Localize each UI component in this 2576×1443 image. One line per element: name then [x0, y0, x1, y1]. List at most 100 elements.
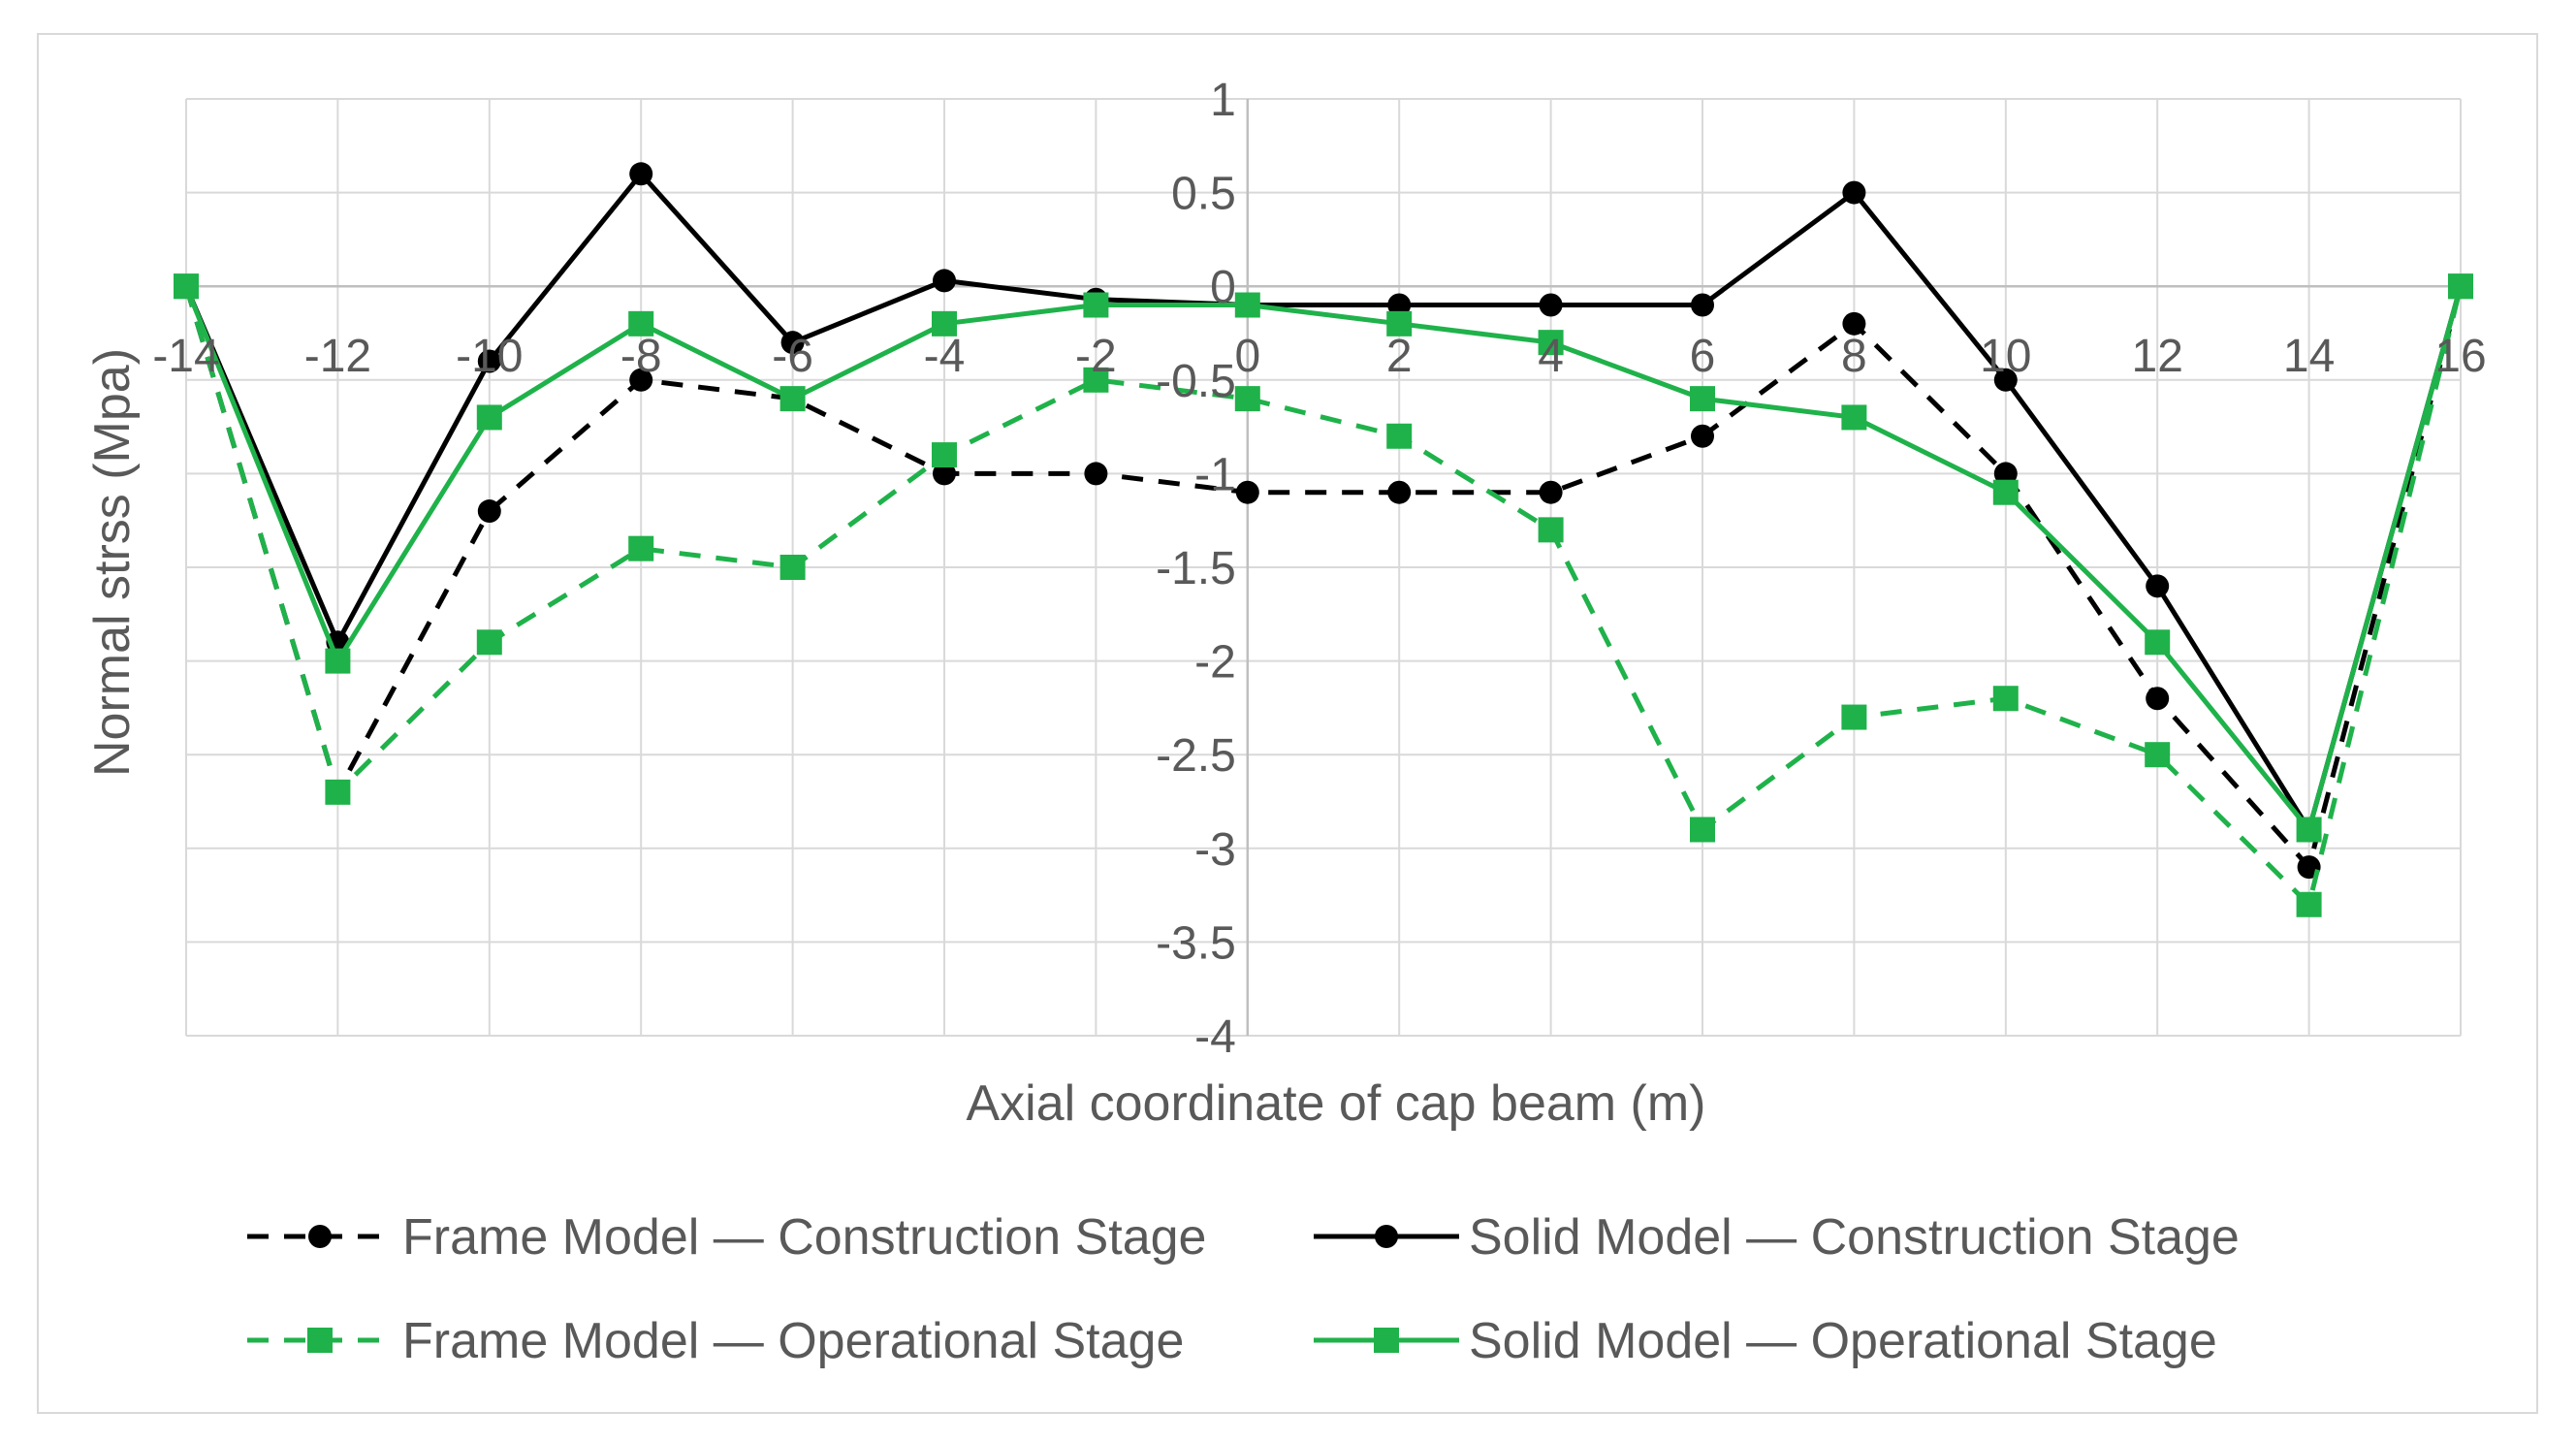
y-tick-label: -2.5 — [1156, 730, 1236, 782]
data-point — [1386, 310, 1413, 337]
x-tick-label: 8 — [1841, 331, 1867, 382]
data-point — [2296, 891, 2322, 917]
legend-label: Solid Model — Construction Stage — [1469, 1209, 2240, 1266]
data-point — [1235, 480, 1259, 504]
data-point — [628, 535, 654, 561]
series-line — [183, 285, 2464, 908]
data-point — [933, 269, 956, 293]
y-tick-label: 0.5 — [1171, 169, 1236, 220]
x-tick-label: -6 — [772, 331, 813, 382]
data-point — [1842, 311, 1866, 336]
legend: Frame Model — Construction Stage Solid Mo… — [247, 1209, 2240, 1369]
y-tick-label: 0 — [1210, 262, 1236, 313]
data-point — [1539, 293, 1563, 317]
legend-item-2: Solid Model — Construction Stage — [1314, 1209, 2240, 1266]
data-point — [476, 404, 502, 431]
x-tick-label: -14 — [152, 331, 219, 382]
data-point — [1387, 480, 1412, 504]
data-point — [1690, 386, 1715, 412]
data-point — [1992, 686, 2019, 712]
data-point — [780, 331, 805, 355]
y-tick-label: -1 — [1194, 449, 1236, 500]
tick-labels: -14 -12 -10 -8 -6 -4 -2 0 2 4 6 8 10 12 14 1610.50-0.5-… — [152, 75, 2486, 1063]
legend-item-1: Frame Model — Construction Stage — [247, 1209, 1206, 1266]
data-point — [2448, 273, 2473, 300]
data-point — [1538, 330, 1564, 356]
data-point — [933, 462, 956, 486]
data-point — [1083, 292, 1109, 318]
data-point — [1993, 368, 2018, 392]
x-axis-title: Axial coordinate of cap beam (m) — [966, 1075, 1705, 1132]
y-tick-label: -3.5 — [1156, 917, 1236, 969]
y-tick-label: -4 — [1194, 1011, 1236, 1063]
data-point — [1386, 423, 1413, 449]
data-point — [2146, 574, 2170, 598]
legend-label: Frame Model — Operational Stage — [402, 1313, 1184, 1369]
data-point — [628, 310, 654, 337]
series-line — [183, 285, 2464, 832]
data-point — [779, 386, 806, 412]
data-point — [1841, 404, 1867, 431]
series-group — [174, 162, 2473, 917]
data-point — [477, 499, 501, 524]
x-tick-label: -8 — [620, 331, 662, 382]
data-point — [1234, 386, 1260, 412]
x-tick-label: -4 — [924, 331, 966, 382]
y-tick-label: -0.5 — [1156, 356, 1236, 407]
y-tick-label: -2 — [1194, 637, 1236, 689]
data-point — [1992, 479, 2019, 505]
x-tick-label: -2 — [1075, 331, 1117, 382]
data-point — [325, 648, 351, 674]
data-point — [476, 629, 502, 656]
x-tick-label: -10 — [456, 331, 523, 382]
legend-marker — [307, 1328, 333, 1353]
data-point — [1538, 517, 1564, 543]
legend-item-3: Frame Model — Operational Stage — [247, 1313, 1184, 1369]
x-tick-label: 16 — [2434, 331, 2486, 382]
x-tick-label: 2 — [1386, 331, 1413, 382]
data-point — [932, 310, 957, 337]
y-tick-label: -1.5 — [1156, 543, 1236, 594]
gridlines — [185, 98, 2462, 1037]
axes — [186, 99, 2461, 1036]
data-point — [1083, 367, 1109, 393]
data-point — [1539, 480, 1563, 504]
data-point — [1084, 462, 1108, 486]
data-point — [1234, 292, 1260, 318]
series-4 — [174, 273, 2473, 843]
data-point — [629, 162, 653, 186]
data-point — [2145, 629, 2171, 656]
data-point — [1690, 817, 1715, 843]
legend-marker — [1374, 1328, 1399, 1353]
data-point — [1691, 293, 1714, 317]
data-point — [2146, 687, 2170, 711]
data-point — [1387, 293, 1412, 317]
data-point — [477, 349, 501, 373]
data-point — [2296, 817, 2322, 843]
data-point — [932, 442, 957, 468]
data-point — [1691, 424, 1714, 448]
y-tick-label: 1 — [1210, 75, 1236, 126]
x-tick-label: 6 — [1690, 331, 1716, 382]
y-axis-title: Normal strss (Mpa) — [84, 348, 141, 777]
legend-item-4: Solid Model — Operational Stage — [1314, 1313, 2217, 1369]
x-tick-label: 12 — [2132, 331, 2183, 382]
series-2 — [175, 162, 2472, 842]
data-point — [174, 273, 199, 300]
data-point — [1993, 462, 2018, 486]
data-point — [779, 555, 806, 580]
x-tick-label: 4 — [1538, 331, 1564, 382]
data-point — [629, 368, 653, 392]
x-tick-label: 14 — [2283, 331, 2335, 382]
series-line — [183, 285, 2464, 870]
legend-label: Solid Model — Operational Stage — [1469, 1313, 2217, 1369]
chart-frame — [37, 33, 2538, 1414]
legend-marker — [1375, 1225, 1398, 1248]
x-tick-label: -12 — [304, 331, 371, 382]
legend-marker — [308, 1225, 332, 1248]
y-tick-label: -3 — [1194, 824, 1236, 876]
data-point — [1841, 704, 1867, 730]
x-tick-label: 10 — [1980, 331, 2031, 382]
legend-label: Frame Model — Construction Stage — [402, 1209, 1206, 1266]
